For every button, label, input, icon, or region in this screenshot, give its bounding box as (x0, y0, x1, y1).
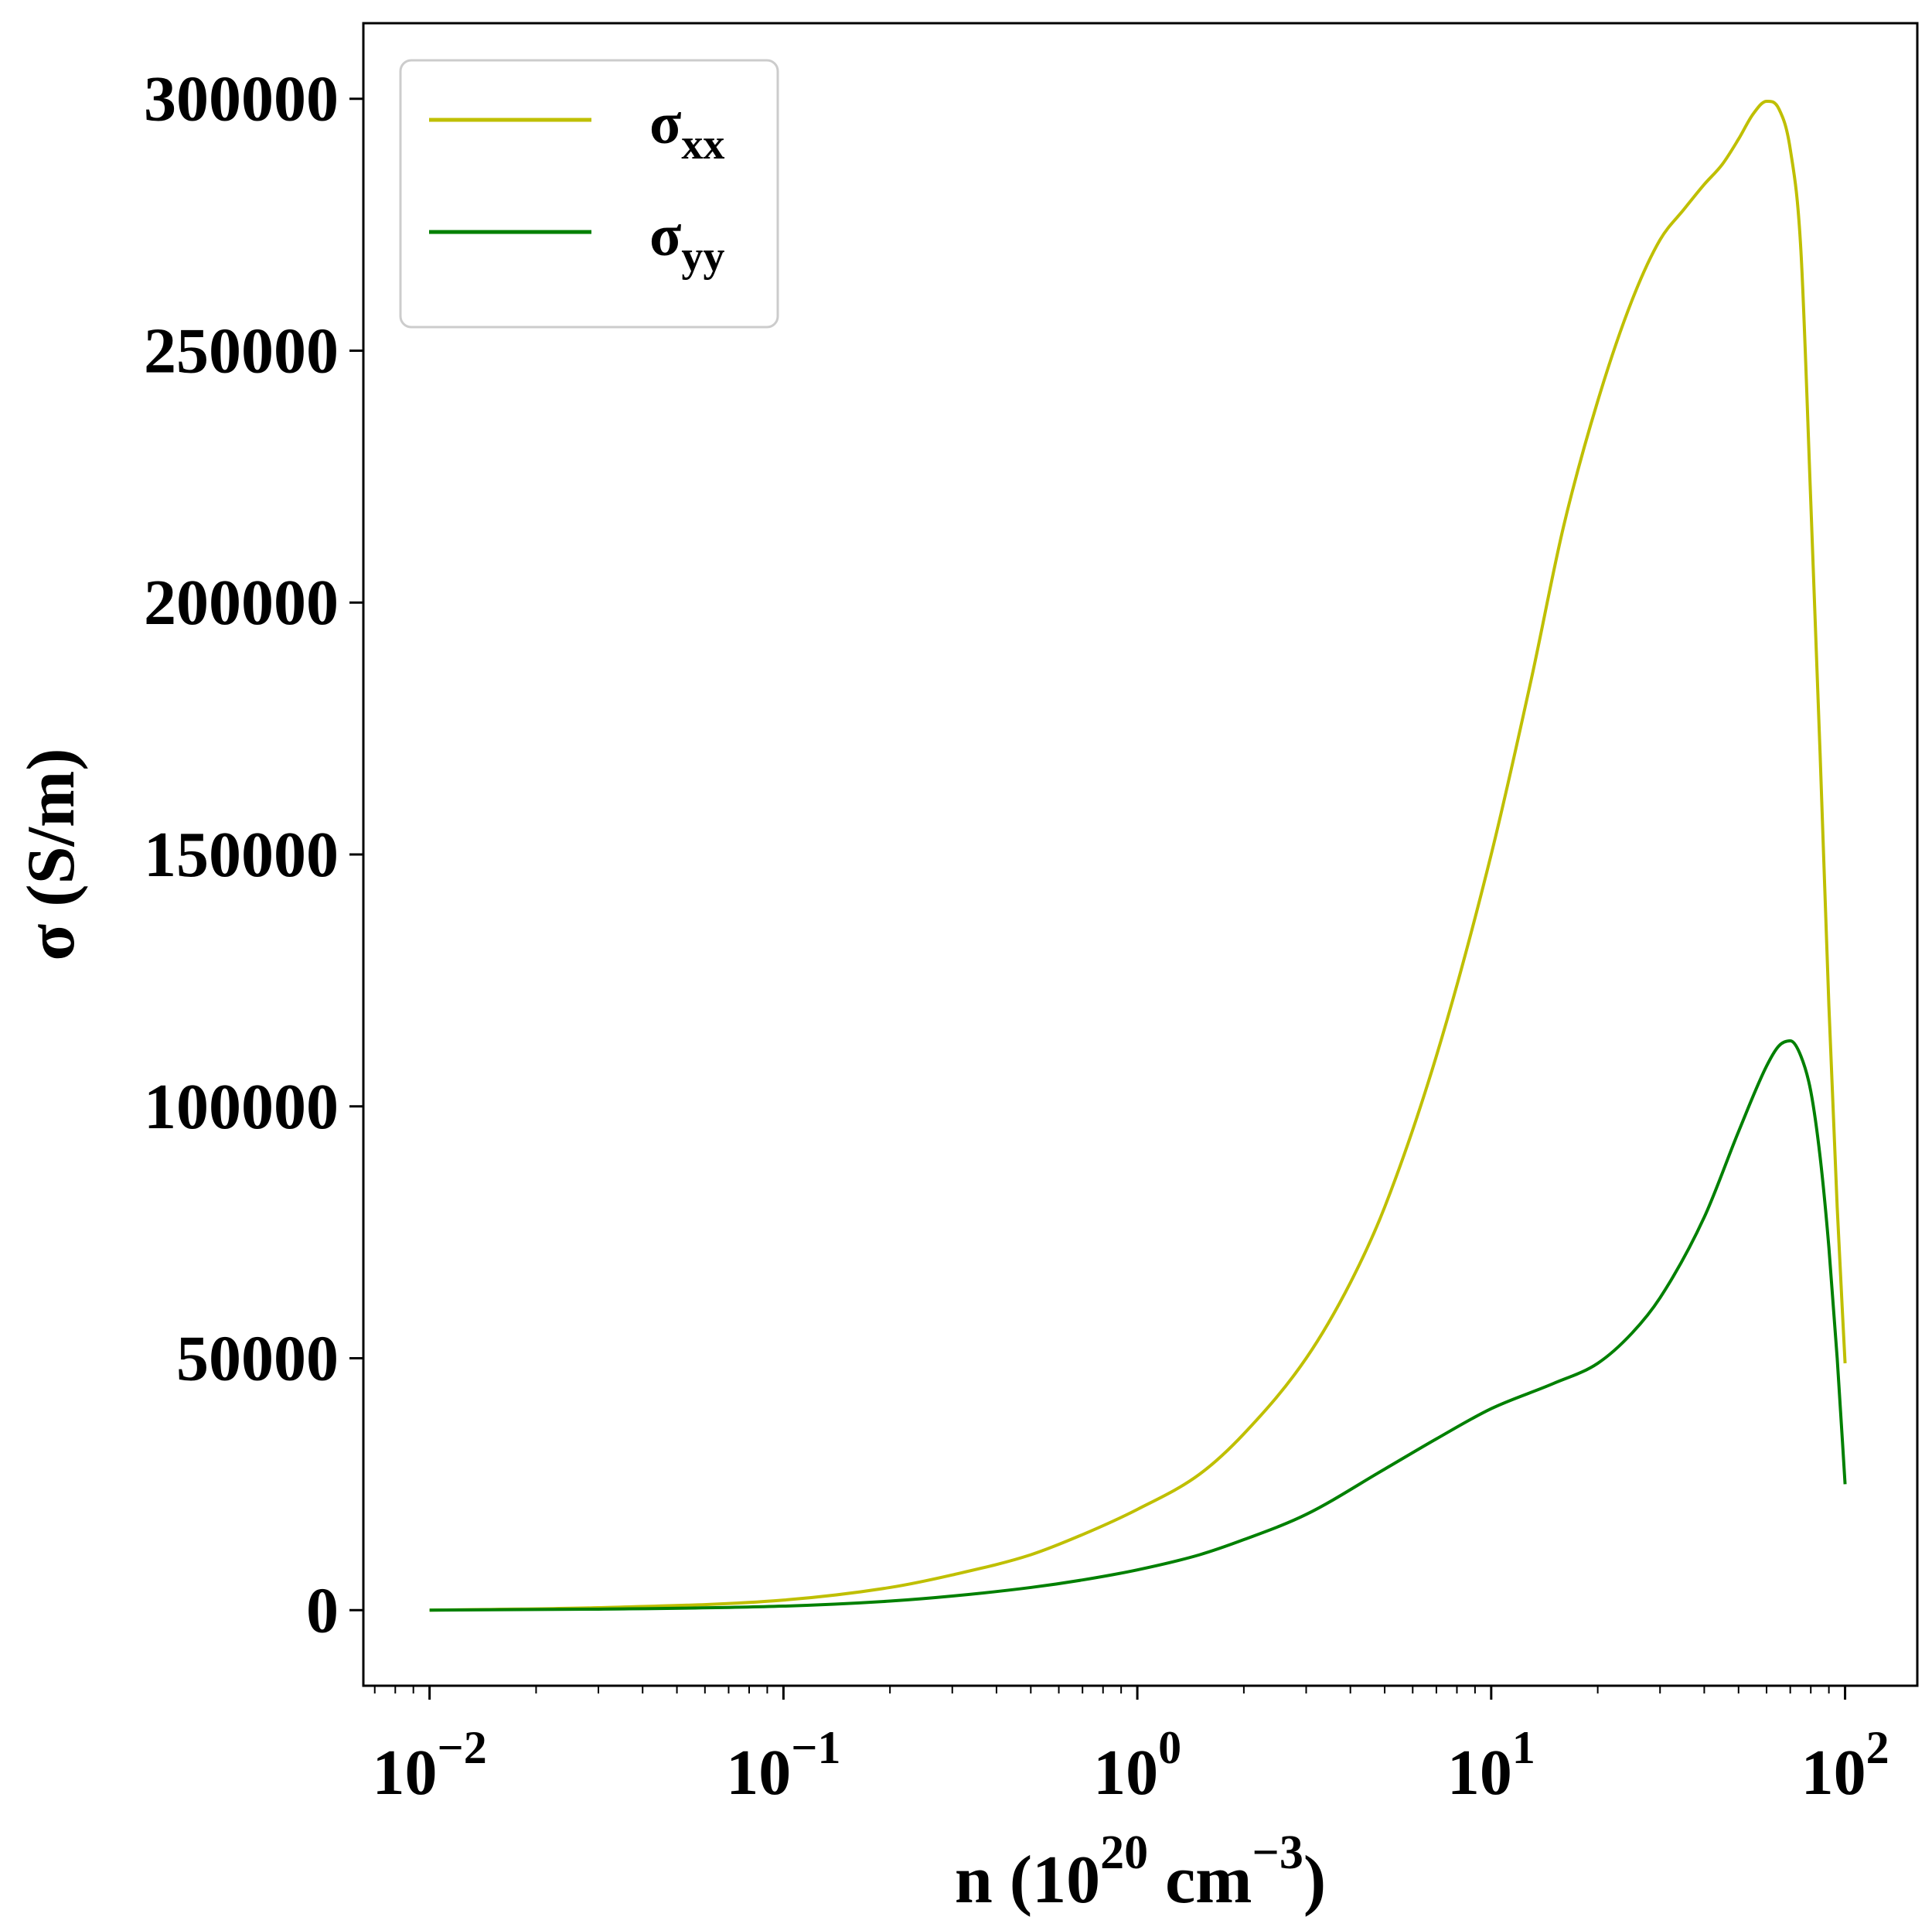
x-tick-label-base-2: 10 (1093, 1737, 1158, 1809)
x-tick-label-exp-1: −1 (791, 1722, 840, 1773)
x-axis-label-exp2: −3 (1252, 1826, 1303, 1879)
x-axis-ticks: 10−2 10−1 100 101 102 (373, 1686, 1889, 1809)
x-tick-label-2: 100 (1093, 1722, 1181, 1809)
legend: σxx σyy (399, 59, 779, 329)
legend-label-sigma-xx: σxx (649, 91, 724, 169)
legend-label-sigma-yy-base: σ (649, 203, 681, 268)
legend-label-sigma-xx-base: σ (649, 91, 681, 156)
y-axis-label: σ (S/m) (14, 748, 89, 960)
series-line-sigma-xx (429, 99, 1847, 1612)
y-tick-label-0: 0 (306, 1574, 339, 1646)
y-tick-label-1: 50000 (176, 1323, 339, 1395)
y-tick-label-2: 100000 (144, 1071, 339, 1143)
series-line-sigma-yy (429, 1039, 1847, 1612)
legend-label-sigma-xx-sub: xx (681, 121, 724, 169)
y-axis-ticks: 0 50000 100000 150000 200000 250000 300000 (144, 63, 363, 1646)
legend-label-sigma-yy: σyy (649, 203, 724, 281)
x-axis-label-lead: n (10 (955, 1843, 1100, 1918)
x-axis-label-mid: cm (1148, 1843, 1252, 1918)
x-tick-label-4: 102 (1801, 1722, 1889, 1809)
x-tick-label-1: 10−1 (726, 1722, 840, 1809)
y-tick-label-4: 200000 (144, 567, 339, 639)
x-tick-label-0: 10−2 (373, 1722, 487, 1809)
x-tick-label-base-4: 10 (1801, 1737, 1866, 1809)
legend-box (399, 59, 779, 329)
y-tick-label-5: 250000 (144, 315, 339, 387)
x-tick-label-exp-4: 2 (1866, 1722, 1889, 1773)
y-tick-label-6: 300000 (144, 63, 339, 135)
y-tick-label-3: 150000 (144, 819, 339, 891)
x-axis-label-tail: ) (1303, 1843, 1326, 1918)
x-tick-label-base-0: 10 (373, 1737, 438, 1809)
x-tick-label-base-3: 10 (1447, 1737, 1512, 1809)
x-tick-label-3: 101 (1447, 1722, 1535, 1809)
x-tick-label-exp-0: −2 (438, 1722, 487, 1773)
series-layer (429, 99, 1847, 1612)
x-tick-label-exp-2: 0 (1158, 1722, 1181, 1773)
legend-label-sigma-yy-sub: yy (681, 233, 724, 281)
x-tick-label-exp-3: 1 (1512, 1722, 1535, 1773)
x-axis-label: n (1020 cm−3) (955, 1826, 1326, 1918)
x-tick-label-base-1: 10 (726, 1737, 791, 1809)
x-axis-label-exp1: 20 (1100, 1826, 1148, 1879)
